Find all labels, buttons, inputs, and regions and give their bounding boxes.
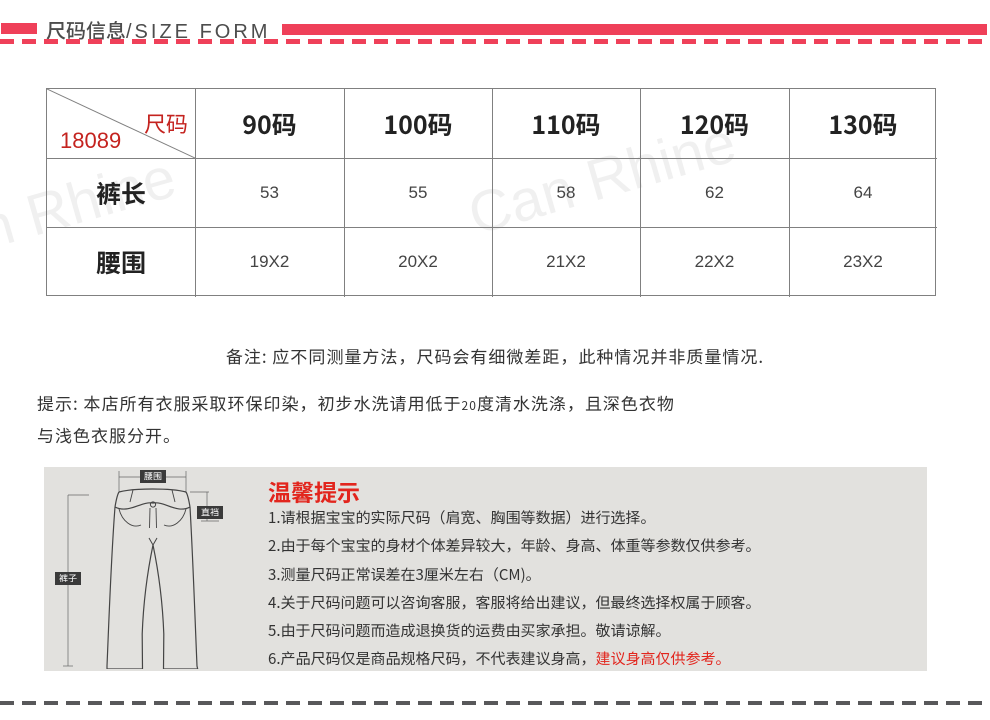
svg-text:腰围: 腰围 xyxy=(144,470,162,483)
svg-text:直裆: 直裆 xyxy=(201,506,219,519)
svg-text:裤子: 裤子 xyxy=(59,572,77,585)
